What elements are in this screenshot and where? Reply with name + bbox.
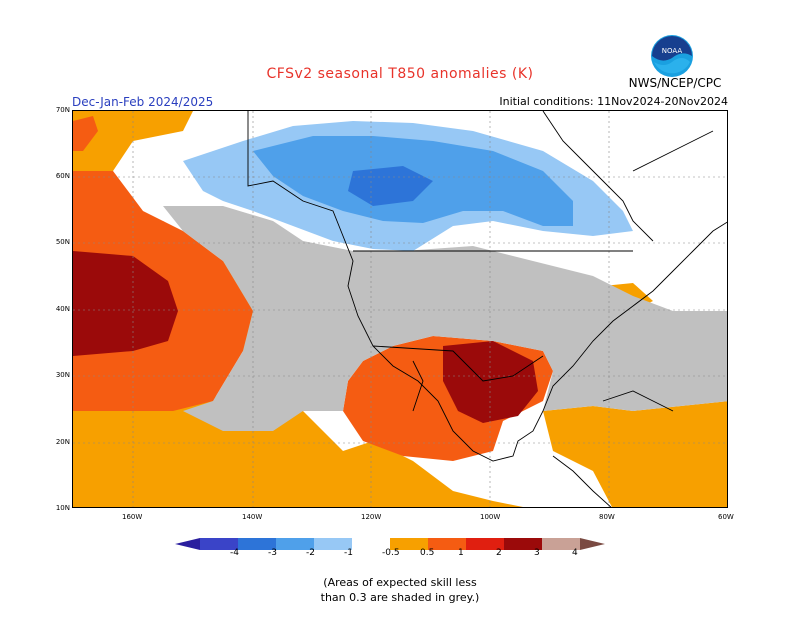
lon-label: 140W [242,513,263,521]
lat-label: 50N [55,238,70,246]
anomaly-region-red-orange [73,116,98,151]
lat-label: 20N [55,438,70,446]
colorbar-segment [428,538,466,550]
anomaly-region-orange [543,401,727,507]
low-skill-region-grey [163,206,727,431]
colorbar-tick-label: 0.5 [420,548,435,558]
graticule [73,111,727,507]
colorbar-tick-label: -2 [306,548,315,558]
noaa-logo-text: NOAA [662,47,683,55]
colorbar-tick-label: 1 [458,548,464,558]
colorbar-tick-label: 3 [534,548,540,558]
forecast-period: Dec-Jan-Feb 2024/2025 [72,95,214,109]
colorbar-segment [466,538,504,550]
colorbar-tick-label: -3 [268,548,277,558]
lon-label: 160W [122,513,143,521]
colorbar-tick-label: 2 [496,548,502,558]
coastlines [247,111,727,507]
anomaly-region-orange [73,391,523,507]
agency-label: NWS/NCEP/CPC [628,76,722,90]
anomaly-region-blue [348,166,433,206]
noaa-logo-icon: NOAA [650,34,694,78]
lat-label: 40N [55,305,70,313]
footnote-line-1: (Areas of expected skill less [323,576,477,589]
colorbar-tick-label: -4 [230,548,239,558]
anomaly-region-dark-red [443,341,538,423]
colorbar-segment [314,538,352,550]
lat-label: 30N [55,371,70,379]
colorbar-tick-label: -1 [344,548,353,558]
anomaly-region-dark-red [73,251,178,356]
colorbar-arrow-right [580,538,605,550]
initial-conditions: Initial conditions: 11Nov2024-20Nov2024 [499,95,728,108]
skill-footnote: (Areas of expected skill less than 0.3 a… [0,575,800,605]
colorbar-segment [200,538,238,550]
lon-label: 80W [599,513,615,521]
colorbar-segment [390,538,428,550]
footnote-line-2: than 0.3 are shaded in grey.) [320,591,480,604]
colorbar-segment [238,538,276,550]
lon-label: 60W [718,513,734,521]
colorbar-segment [276,538,314,550]
map-title: CFSv2 seasonal T850 anomalies (K) [266,66,534,82]
color-scale-bar [175,535,625,550]
lon-label: 120W [361,513,382,521]
colorbar-tick-label: 4 [572,548,578,558]
colorbar-segment [504,538,542,550]
colorbar-segment [542,538,580,550]
lon-label: 100W [480,513,501,521]
colorbar-segment [352,538,390,550]
colorbar-tick-label: -0.5 [382,548,400,558]
lat-label: 70N [55,106,70,114]
lat-label: 60N [55,172,70,180]
anomaly-map [72,110,728,508]
lat-label: 10N [55,504,70,512]
colorbar-arrow-left [175,538,200,550]
